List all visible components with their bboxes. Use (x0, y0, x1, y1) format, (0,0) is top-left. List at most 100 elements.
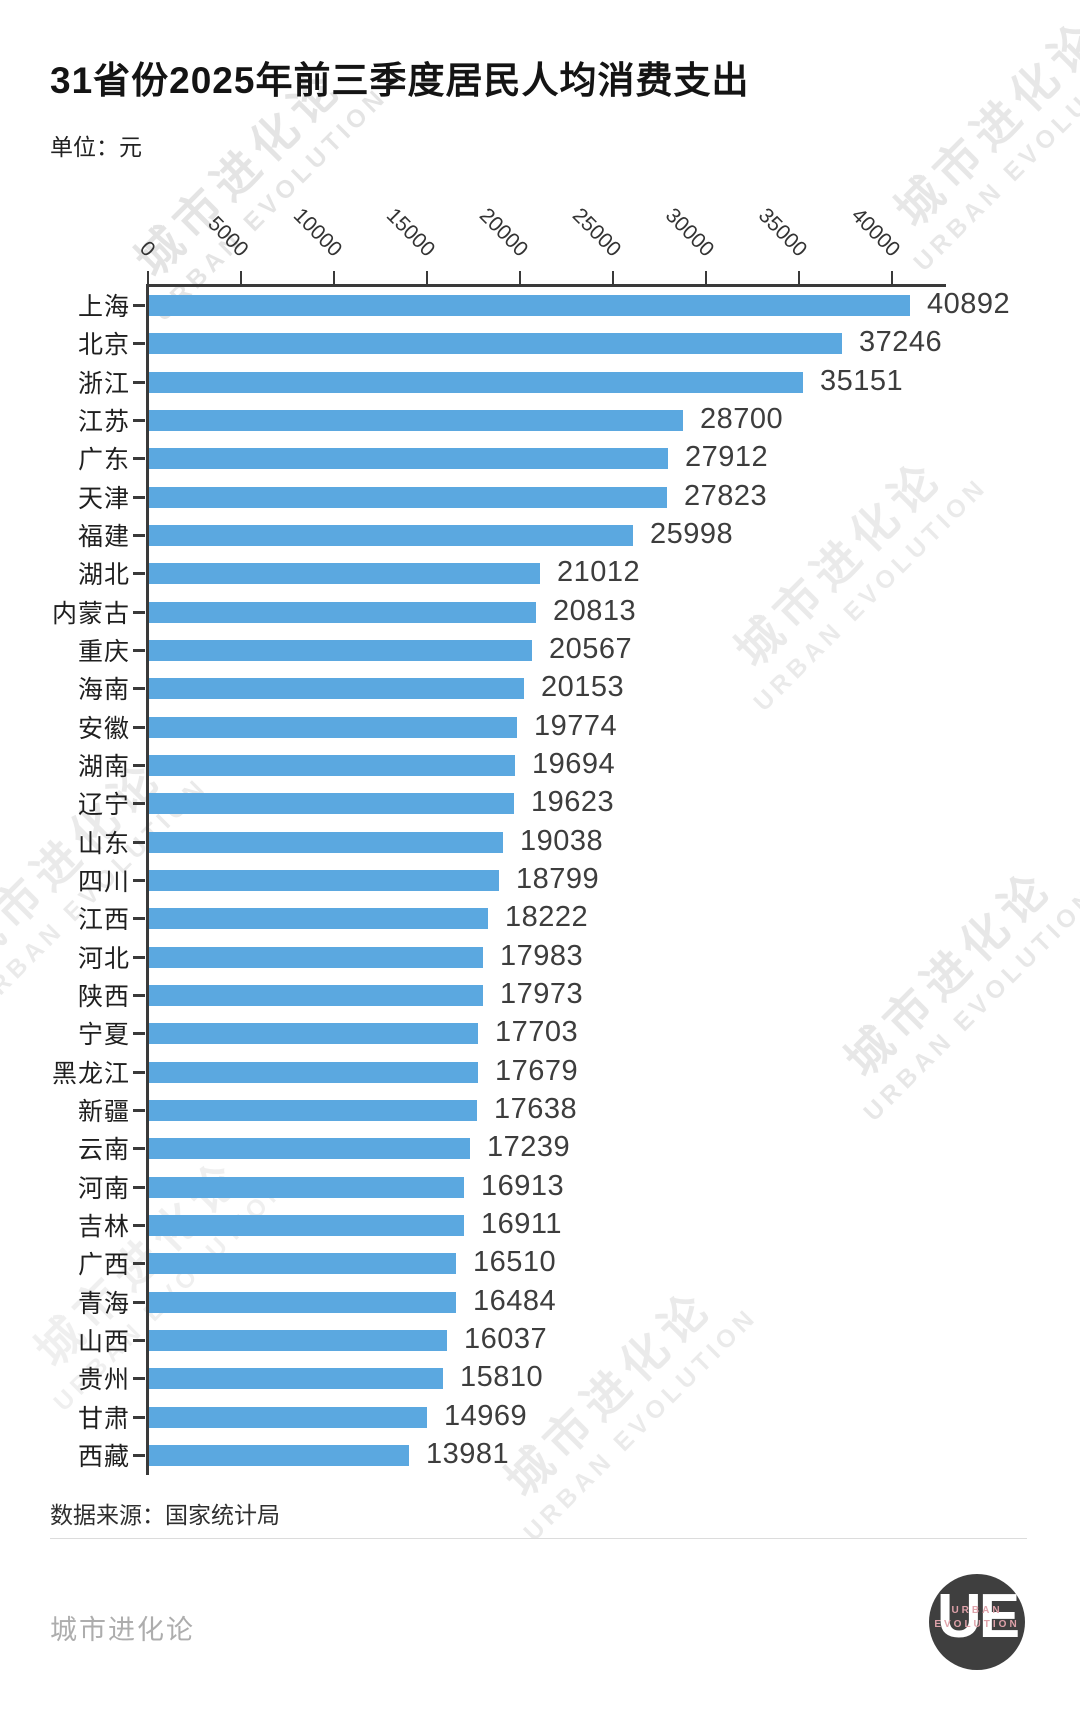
x-axis-tick (705, 271, 707, 284)
bar (149, 601, 536, 623)
bar (149, 793, 514, 815)
bar (149, 1061, 478, 1083)
bar-row: 湖南 19694 (0, 746, 1080, 784)
bar (149, 1215, 464, 1237)
bar-row: 新疆 17638 (0, 1091, 1080, 1129)
bar-row: 天津 27823 (0, 478, 1080, 516)
value-label: 27823 (684, 479, 768, 512)
province-label: 安徽 (77, 714, 130, 743)
value-label: 25998 (650, 517, 734, 550)
bar-row: 河南 16913 (0, 1168, 1080, 1206)
bar-row: 甘肃 14969 (0, 1398, 1080, 1436)
x-axis-tick-label: 0 (135, 236, 160, 262)
y-axis-tick (133, 955, 145, 959)
bar (149, 1291, 456, 1313)
bar-row: 山东 19038 (0, 823, 1080, 861)
value-label: 20567 (549, 632, 633, 665)
x-axis-tick-label: 30000 (660, 203, 718, 262)
y-axis-tick (133, 1147, 145, 1151)
y-axis-line (146, 284, 149, 1475)
value-label: 17983 (500, 939, 584, 972)
x-axis-tick (519, 271, 521, 284)
bar-row: 辽宁 19623 (0, 784, 1080, 822)
bar-row: 重庆 20567 (0, 631, 1080, 669)
province-label: 山东 (77, 829, 130, 858)
value-label: 17239 (487, 1131, 571, 1164)
x-axis-tick-label: 40000 (846, 203, 904, 262)
province-label: 湖北 (77, 561, 130, 590)
y-axis-tick (133, 419, 145, 423)
x-axis-tick-label: 20000 (474, 203, 532, 262)
x-axis-line (146, 284, 946, 287)
bar (149, 410, 683, 432)
y-axis-tick (133, 1224, 145, 1228)
value-label: 17703 (495, 1016, 579, 1049)
bar (149, 333, 842, 355)
province-label: 黑龙江 (51, 1059, 130, 1088)
bar-row: 黑龙江 17679 (0, 1053, 1080, 1091)
value-label: 14969 (444, 1399, 528, 1432)
y-axis-tick (133, 1377, 145, 1381)
province-label: 北京 (77, 331, 130, 360)
value-label: 19038 (520, 824, 604, 857)
bar (149, 755, 515, 777)
y-axis-tick (133, 649, 145, 653)
province-label: 西藏 (77, 1443, 130, 1472)
province-label: 河北 (77, 944, 130, 973)
bar (149, 908, 488, 930)
province-label: 云南 (77, 1136, 130, 1165)
x-axis-tick (240, 271, 242, 284)
value-label: 17973 (500, 977, 584, 1010)
value-label: 16510 (473, 1246, 557, 1279)
bar (149, 371, 803, 393)
bar (149, 563, 540, 585)
y-axis-tick (133, 1262, 145, 1266)
value-label: 18222 (505, 901, 589, 934)
province-label: 河南 (77, 1174, 130, 1203)
bar (149, 1330, 447, 1352)
bar (149, 1176, 464, 1198)
value-label: 20813 (553, 594, 637, 627)
province-label: 浙江 (77, 369, 130, 398)
x-axis-tick-label: 10000 (288, 203, 346, 262)
value-label: 17679 (495, 1054, 579, 1087)
y-axis-tick (133, 1300, 145, 1304)
bar (149, 525, 633, 547)
y-axis-tick (133, 1109, 145, 1113)
y-axis-tick (133, 725, 145, 729)
x-axis-tick-label: 5000 (203, 211, 253, 262)
value-label: 19623 (531, 786, 615, 819)
bar-row: 湖北 21012 (0, 554, 1080, 592)
y-axis-tick (133, 1070, 145, 1074)
bar (149, 295, 910, 317)
value-label: 37246 (859, 326, 943, 359)
value-label: 40892 (927, 287, 1011, 320)
x-axis-tick-label: 25000 (567, 203, 625, 262)
x-axis-tick-label: 15000 (381, 203, 439, 262)
y-axis-tick (133, 1339, 145, 1343)
bar (149, 716, 517, 738)
province-label: 天津 (77, 484, 130, 513)
value-label: 16911 (481, 1207, 562, 1240)
page-title: 31省份2025年前三季度居民人均消费支出 (50, 60, 750, 101)
bar-row: 福建 25998 (0, 516, 1080, 554)
bar-row: 北京 37246 (0, 324, 1080, 362)
province-label: 陕西 (77, 983, 130, 1012)
bar-row: 河北 17983 (0, 938, 1080, 976)
y-axis-tick (133, 802, 145, 806)
y-axis-tick (133, 457, 145, 461)
x-axis-tick (891, 271, 893, 284)
bar (149, 678, 524, 700)
value-label: 35151 (820, 364, 904, 397)
bar-row: 江西 18222 (0, 899, 1080, 937)
y-axis-tick (133, 994, 145, 998)
bar (149, 1253, 456, 1275)
y-axis-tick (133, 495, 145, 499)
bar (149, 1445, 409, 1467)
bar-row: 陕西 17973 (0, 976, 1080, 1014)
province-label: 新疆 (77, 1098, 130, 1127)
brand-footer: 城市进化论 (50, 1615, 195, 1645)
y-axis-tick (133, 1454, 145, 1458)
province-label: 辽宁 (77, 791, 130, 820)
bar-row: 广西 16510 (0, 1244, 1080, 1282)
